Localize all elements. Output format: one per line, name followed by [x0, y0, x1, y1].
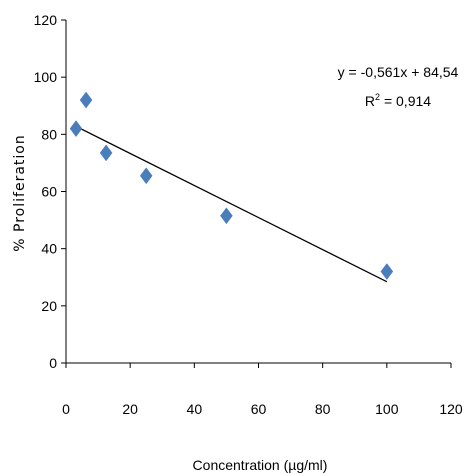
equation-label: y = -0,561x + 84,54 [338, 64, 459, 80]
x-tick-label: 120 [439, 401, 463, 417]
data-point-diamond [220, 207, 233, 225]
y-axis-ticks: 0 20 40 60 80 100 120 [34, 12, 66, 371]
x-tick-label: 60 [251, 401, 267, 417]
y-tick-label: 20 [41, 298, 57, 314]
x-axis-title: Concentration (µg/ml) [193, 457, 328, 473]
x-tick-label: 40 [187, 401, 203, 417]
data-point-diamond [99, 144, 113, 162]
x-tick-label: 0 [62, 401, 70, 417]
y-tick-label: 80 [41, 126, 57, 142]
y-axis-title: % Proliferation [12, 134, 28, 251]
data-point-diamond [380, 263, 394, 280]
x-tick-label: 80 [315, 401, 331, 417]
r-squared-letter: R [365, 93, 375, 109]
trendline [75, 125, 388, 283]
y-tick-label: 60 [41, 184, 57, 200]
data-point-diamond [79, 91, 93, 109]
r-squared-value: = 0,914 [380, 93, 431, 109]
y-tick-label: 0 [49, 355, 57, 371]
data-point-diamond [139, 167, 153, 185]
y-tick-label: 100 [34, 69, 58, 85]
r-squared-exponent: 2 [375, 92, 380, 102]
x-tick-label: 100 [375, 401, 399, 417]
x-axis-ticks: 0 20 40 60 80 100 120 [62, 363, 463, 417]
r-squared-label: R2 = 0,914 [365, 92, 431, 109]
data-point-diamond [69, 120, 83, 138]
data-points [69, 91, 394, 280]
y-tick-label: 120 [34, 12, 58, 28]
y-tick-label: 40 [41, 241, 57, 257]
x-tick-label: 20 [122, 401, 138, 417]
